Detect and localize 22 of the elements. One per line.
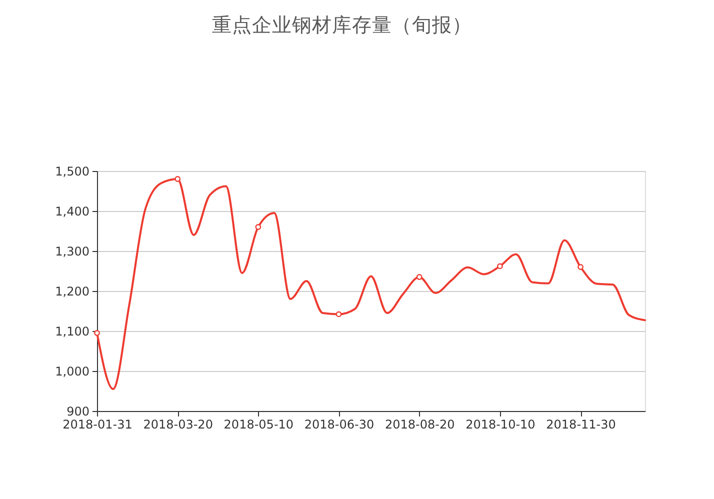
y-tick-label: 1,200 — [55, 284, 90, 298]
y-tick-label: 1,400 — [55, 204, 90, 218]
x-tick-label: 2018-03-20 — [143, 418, 213, 432]
x-tick-label: 2018-01-31 — [62, 418, 132, 432]
point — [416, 274, 422, 280]
point — [336, 311, 342, 318]
y-tick-label: 1,500 — [55, 164, 90, 178]
y-tick-label: 1,000 — [55, 364, 90, 378]
chart-title: 重点企业钢材库存量（旬报） — [212, 14, 472, 36]
point — [255, 224, 262, 230]
point — [94, 330, 100, 336]
y-tick-label: 900 — [66, 404, 90, 418]
point — [578, 264, 584, 270]
x-tick-label: 2018-08-20 — [384, 418, 455, 432]
x-tick-label: 2018-11-30 — [546, 418, 616, 432]
point — [174, 176, 181, 182]
point — [496, 263, 503, 270]
x-tick-label: 2018-05-10 — [224, 418, 294, 432]
y-tick-label: 1,100 — [55, 324, 90, 338]
x-tick-label: 2018-10-10 — [466, 418, 536, 432]
x-tick-label: 2018-06-30 — [304, 418, 374, 432]
y-tick-label: 1,300 — [55, 244, 90, 258]
